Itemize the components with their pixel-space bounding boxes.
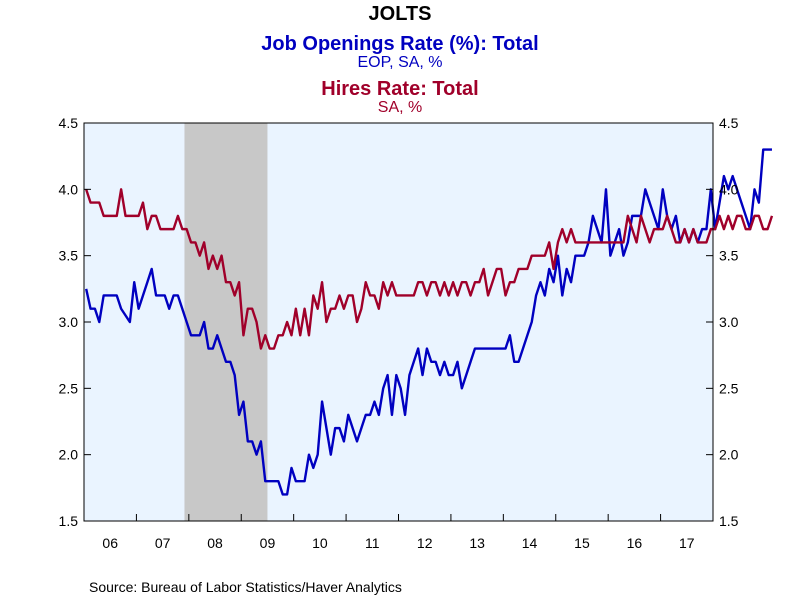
x-tick-label: 15 xyxy=(574,535,590,551)
plot-area xyxy=(84,123,713,521)
series-line-hires xyxy=(85,188,774,350)
y-tick-label-right: 2.0 xyxy=(719,447,739,463)
y-tick-label-left: 3.0 xyxy=(59,314,79,330)
x-tick-label: 06 xyxy=(102,535,118,551)
x-tick-label: 11 xyxy=(365,535,380,551)
x-tick-label: 12 xyxy=(417,535,433,551)
series-title-job-openings: Job Openings Rate (%): Total xyxy=(261,33,538,55)
y-tick-label-right: 3.5 xyxy=(719,248,739,264)
x-tick-label: 10 xyxy=(312,535,328,551)
recession-shading xyxy=(184,123,268,521)
x-tick-label: 08 xyxy=(207,535,223,551)
y-tick-label-left: 2.0 xyxy=(59,447,79,463)
y-tick-label-right: 3.0 xyxy=(719,314,739,330)
y-tick-label-left: 4.5 xyxy=(59,115,79,131)
x-axis: 06 07 08 09 10 11 12 13 14 15 16 17 xyxy=(102,514,695,551)
x-tick-label: 07 xyxy=(155,535,171,551)
y-tick-label-right: 2.5 xyxy=(719,380,739,396)
series-units-job-openings: EOP, SA, % xyxy=(357,54,442,71)
series-title-hires: Hires Rate: Total xyxy=(321,78,478,100)
y-axis-right: 4.5 4.0 3.5 3.0 2.5 2.0 1.5 xyxy=(706,115,739,529)
y-tick-label-left: 4.0 xyxy=(59,181,79,197)
source-note: Source: Bureau of Labor Statistics/Haver… xyxy=(89,579,402,595)
x-tick-label: 13 xyxy=(469,535,485,551)
x-tick-label: 16 xyxy=(627,535,643,551)
series-layer xyxy=(85,148,774,496)
y-tick-label-right: 1.5 xyxy=(719,513,739,529)
series-units-hires: SA, % xyxy=(378,99,422,116)
series-line-job-openings xyxy=(85,148,772,496)
y-tick-label-left: 1.5 xyxy=(59,513,79,529)
y-tick-label-left: 3.5 xyxy=(59,248,79,264)
y-axis-left: 4.5 4.0 3.5 3.0 2.5 2.0 1.5 xyxy=(59,115,91,529)
y-tick-label-left: 2.5 xyxy=(59,380,79,396)
y-tick-label-right: 4.0 xyxy=(719,181,739,197)
x-tick-label: 09 xyxy=(260,535,276,551)
x-tick-label: 14 xyxy=(522,535,538,551)
x-tick-label: 17 xyxy=(679,535,695,551)
y-tick-label-right: 4.5 xyxy=(719,115,739,131)
chart-title: JOLTS xyxy=(369,3,432,25)
